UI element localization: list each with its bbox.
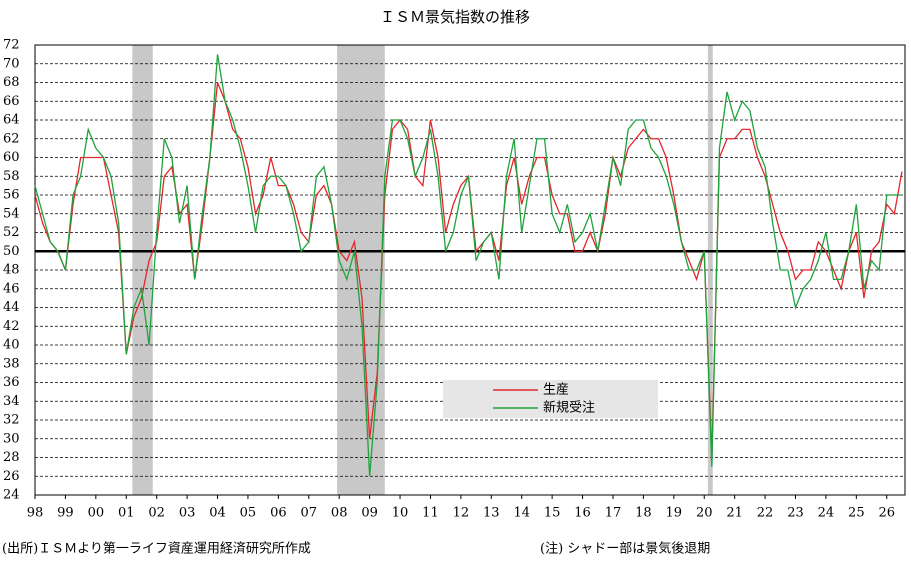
x-tick-label: 22 bbox=[757, 506, 774, 521]
y-tick-label: 68 bbox=[3, 75, 20, 90]
plot-frame bbox=[34, 44, 906, 496]
x-tick-label: 25 bbox=[848, 506, 865, 521]
x-tick-label: 04 bbox=[209, 506, 226, 521]
y-tick-label: 54 bbox=[3, 206, 20, 221]
x-tick-label: 01 bbox=[118, 506, 135, 521]
y-tick-label: 64 bbox=[3, 113, 20, 128]
x-tick-label: 00 bbox=[88, 506, 105, 521]
x-tick-label: 05 bbox=[240, 506, 257, 521]
x-tick-label: 19 bbox=[666, 506, 683, 521]
x-tick-label: 09 bbox=[361, 506, 378, 521]
y-tick-label: 46 bbox=[3, 281, 20, 296]
y-tick-label: 72 bbox=[3, 38, 20, 53]
x-tick-label: 17 bbox=[605, 506, 622, 521]
y-tick-label: 34 bbox=[3, 394, 20, 409]
y-tick-label: 48 bbox=[3, 263, 20, 278]
y-tick-label: 44 bbox=[3, 300, 20, 315]
y-tick-label: 40 bbox=[3, 338, 20, 353]
legend-box bbox=[443, 380, 658, 418]
y-tick-label: 28 bbox=[3, 450, 20, 465]
y-tick-label: 70 bbox=[3, 56, 20, 71]
footnote: (注) シャドー部は景気後退期 bbox=[540, 541, 710, 557]
series-line bbox=[34, 54, 902, 477]
y-tick-label: 30 bbox=[3, 431, 20, 446]
y-tick-label: 24 bbox=[3, 488, 20, 503]
x-tick-label: 18 bbox=[635, 506, 652, 521]
x-tick-label: 21 bbox=[726, 506, 743, 521]
x-tick-label: 11 bbox=[422, 506, 439, 521]
x-tick-label: 99 bbox=[57, 506, 74, 521]
x-tick-label: 08 bbox=[331, 506, 348, 521]
legend-label: 新規受注 bbox=[543, 400, 595, 416]
source-note: (出所)ＩＳＭより第一ライフ資産運用経済研究所作成 bbox=[2, 541, 311, 557]
y-tick-label: 56 bbox=[3, 188, 20, 203]
x-tick-label: 02 bbox=[148, 506, 165, 521]
x-tick-label: 10 bbox=[392, 506, 409, 521]
y-tick-label: 42 bbox=[3, 319, 20, 334]
legend-label: 生産 bbox=[543, 382, 569, 398]
chart-title: ＩＳＭ景気指数の推移 bbox=[380, 8, 530, 26]
x-tick-label: 13 bbox=[483, 506, 500, 521]
y-tick-label: 50 bbox=[3, 244, 20, 259]
x-tick-label: 07 bbox=[301, 506, 318, 521]
y-tick-label: 26 bbox=[3, 469, 20, 484]
x-tick-label: 20 bbox=[696, 506, 713, 521]
y-tick-label: 36 bbox=[3, 375, 20, 390]
x-tick-label: 26 bbox=[878, 506, 895, 521]
x-tick-label: 14 bbox=[513, 506, 530, 521]
y-tick-label: 32 bbox=[3, 413, 20, 428]
y-tick-label: 58 bbox=[3, 169, 20, 184]
y-tick-label: 62 bbox=[3, 131, 20, 146]
y-tick-label: 60 bbox=[3, 150, 20, 165]
x-tick-label: 23 bbox=[787, 506, 804, 521]
y-tick-label: 52 bbox=[3, 225, 20, 240]
x-tick-label: 24 bbox=[818, 506, 835, 521]
y-tick-label: 66 bbox=[3, 94, 20, 109]
x-tick-label: 16 bbox=[574, 506, 591, 521]
x-tick-label: 06 bbox=[270, 506, 287, 521]
x-tick-label: 03 bbox=[179, 506, 196, 521]
x-tick-label: 15 bbox=[544, 506, 561, 521]
y-tick-label: 38 bbox=[3, 356, 20, 371]
x-tick-label: 98 bbox=[27, 506, 44, 521]
x-tick-label: 12 bbox=[453, 506, 470, 521]
